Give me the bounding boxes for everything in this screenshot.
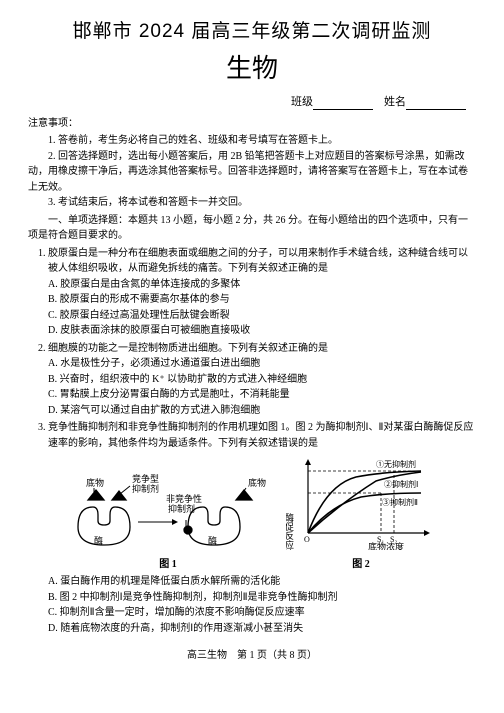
- notice-1: 1. 答卷前，考生务必将自己的姓名、班级和考号填写在答题卡上。: [28, 133, 476, 149]
- class-blank[interactable]: [313, 98, 373, 110]
- notice-heading: 注意事项：: [28, 116, 476, 131]
- fig2-legend-none: ①无抑制剂: [376, 459, 416, 469]
- name-label: 姓名: [384, 96, 406, 108]
- q1-opt-d: D. 皮肤表面涂抹的胶原蛋白可被细胞直接吸收: [28, 323, 476, 339]
- q3-opt-b: B. 图 2 中抑制剂Ⅰ是竞争性酶抑制剂，抑制剂Ⅱ是非竞争性酶抑制剂: [28, 590, 476, 606]
- notice-3: 3. 考试结束后，将本试卷和答题卡一并交回。: [28, 195, 476, 211]
- fig1-noncomp-2: 抑制剂: [168, 503, 195, 514]
- name-blank[interactable]: [406, 98, 466, 110]
- name-line: 班级 姓名: [28, 94, 476, 111]
- fig2-xlabel: 底物浓度: [368, 541, 404, 550]
- fig2-origin: O: [304, 535, 310, 544]
- fig2-legend-i2: ③抑制剂Ⅱ: [382, 497, 418, 507]
- q3-opt-a: A. 蛋白酶作用的机理是降低蛋白质水解所需的活化能: [28, 574, 476, 590]
- figure-1-svg: 底物 竞争型 抑制剂 非竞争性 抑制剂 底物 酶 酶: [68, 472, 268, 550]
- fig1-comp-label-2: 抑制剂: [132, 483, 159, 494]
- fig1-enzyme-2: 酶: [208, 535, 217, 546]
- fig1-substrate-label: 底物: [86, 477, 104, 488]
- fig2-ylabel: 酶促反应速率: [286, 512, 294, 550]
- exam-title-2: 生物: [28, 49, 476, 88]
- fig1-noncomp-1: 非竞争性: [166, 493, 202, 504]
- section-1-heading: 一、单项选择题：本题共 13 小题，每小题 2 分，共 26 分。在每小题给出的…: [28, 213, 476, 244]
- q1-opt-b: B. 胶原蛋白的形成不需要高尔基体的参与: [28, 292, 476, 308]
- fig1-substrate2: 底物: [248, 477, 266, 488]
- class-label: 班级: [291, 96, 313, 108]
- q2-stem: 2. 细胞膜的功能之一是控制物质进出细胞。下列有关叙述正确的是: [28, 341, 476, 357]
- page-footer: 高三生物 第 1 页（共 8 页）: [28, 648, 476, 663]
- fig1-enzyme-1: 酶: [94, 535, 103, 546]
- fig2-legend-i1: ②抑制剂Ⅰ: [384, 479, 418, 489]
- q3-opt-c: C. 抑制剂Ⅱ含量一定时，增加酶的浓度不影响酶促反应速率: [28, 605, 476, 621]
- q1-stem: 1. 胶原蛋白是一种分布在细胞表面或细胞之间的分子，可以用来制作手术缝合线，这种…: [28, 246, 476, 277]
- q2-opt-d: D. 某溶气可以通过自由扩散的方式进入肺泡细胞: [28, 403, 476, 419]
- figure-1-block: 底物 竞争型 抑制剂 非竞争性 抑制剂 底物 酶 酶 图 1: [68, 472, 268, 572]
- figure-row: 底物 竞争型 抑制剂 非竞争性 抑制剂 底物 酶 酶 图 1: [28, 455, 476, 572]
- figure-2-block: ①无抑制剂 ②抑制剂Ⅰ ③抑制剂Ⅱ S₁ S₂ 酶促反应速率 底物浓度 O 图 …: [286, 455, 436, 572]
- exam-title-1: 邯郸市 2024 届高三年级第二次调研监测: [28, 18, 476, 47]
- figure-2-caption: 图 2: [286, 557, 436, 572]
- q2-opt-b: B. 兴奋时，组织液中的 K⁺ 以协助扩散的方式进入神经细胞: [28, 372, 476, 388]
- figure-2-svg: ①无抑制剂 ②抑制剂Ⅰ ③抑制剂Ⅱ S₁ S₂ 酶促反应速率 底物浓度 O: [286, 455, 436, 550]
- notice-2: 2. 回答选择题时，选出每小题答案后，用 2B 铅笔把答题卡上对应题目的答案标号…: [28, 149, 476, 196]
- figure-1-caption: 图 1: [68, 557, 268, 572]
- q3-opt-d: D. 随着底物浓度的升高，抑制剂Ⅰ的作用逐渐减小甚至消失: [28, 621, 476, 637]
- q2-opt-c: C. 胃黏膜上皮分泌胃蛋白酶的方式是胞吐，不消耗能量: [28, 387, 476, 403]
- fig1-comp-label-1: 竞争型: [132, 473, 159, 484]
- q1-opt-c: C. 胶原蛋白经过高温处理性后肽键会断裂: [28, 308, 476, 324]
- q2-opt-a: A. 水是极性分子，必须通过水通道蛋白进出细胞: [28, 356, 476, 372]
- q1-opt-a: A. 胶原蛋白是由含氮的单体连接成的多聚体: [28, 277, 476, 293]
- q3-stem: 3. 竞争性酶抑制剂和非竞争性酶抑制剂的作用机理如图 1。图 2 为酶抑制剂Ⅰ、…: [28, 420, 476, 451]
